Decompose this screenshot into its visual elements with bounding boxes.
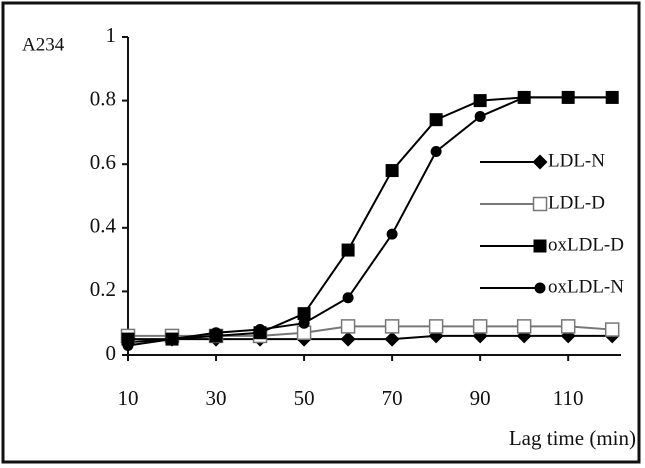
x-tick-label: 70 bbox=[382, 386, 403, 410]
marker bbox=[340, 331, 356, 347]
y-tick-label: 0.4 bbox=[90, 214, 117, 238]
y-tick-label: 0 bbox=[106, 341, 117, 365]
marker bbox=[532, 154, 548, 170]
y-tick-label: 0.8 bbox=[90, 86, 116, 110]
marker bbox=[472, 319, 488, 334]
x-tick-label: 50 bbox=[294, 386, 315, 410]
marker bbox=[166, 333, 178, 345]
legend-label: oxLDL-D bbox=[548, 234, 624, 255]
x-tick-label: 10 bbox=[118, 386, 139, 410]
legend-label: oxLDL-N bbox=[548, 276, 624, 297]
marker bbox=[384, 319, 400, 334]
x-tick-label: 90 bbox=[470, 386, 491, 410]
x-tick-label: 30 bbox=[206, 386, 227, 410]
marker bbox=[604, 322, 620, 337]
legend-label: LDL-N bbox=[548, 150, 605, 171]
x-axis-label: Lag time (min) bbox=[509, 426, 636, 450]
marker bbox=[340, 319, 356, 334]
marker bbox=[473, 94, 487, 108]
marker bbox=[297, 307, 311, 321]
x-tick-label: 110 bbox=[553, 386, 584, 410]
marker bbox=[430, 145, 442, 157]
marker bbox=[606, 91, 618, 103]
marker bbox=[518, 91, 530, 103]
marker bbox=[122, 339, 134, 351]
marker bbox=[386, 228, 398, 240]
marker bbox=[210, 327, 222, 339]
marker bbox=[385, 164, 399, 178]
marker bbox=[474, 111, 486, 122]
legend-label: LDL-D bbox=[548, 192, 605, 213]
y-axis-label: A234 bbox=[22, 34, 65, 55]
marker bbox=[341, 243, 355, 257]
y-tick-label: 0.2 bbox=[90, 277, 116, 301]
marker bbox=[533, 239, 547, 253]
series-line bbox=[127, 96, 613, 347]
y-tick-label: 0.6 bbox=[90, 150, 116, 174]
marker bbox=[429, 113, 443, 127]
marker bbox=[534, 282, 546, 294]
marker bbox=[342, 292, 354, 304]
marker bbox=[560, 319, 576, 334]
y-tick-label: 1 bbox=[106, 23, 117, 47]
marker bbox=[254, 324, 266, 336]
marker bbox=[562, 91, 574, 103]
marker bbox=[516, 319, 532, 334]
marker bbox=[428, 319, 444, 334]
marker bbox=[532, 196, 548, 212]
marker bbox=[298, 317, 310, 329]
marker bbox=[384, 331, 400, 347]
